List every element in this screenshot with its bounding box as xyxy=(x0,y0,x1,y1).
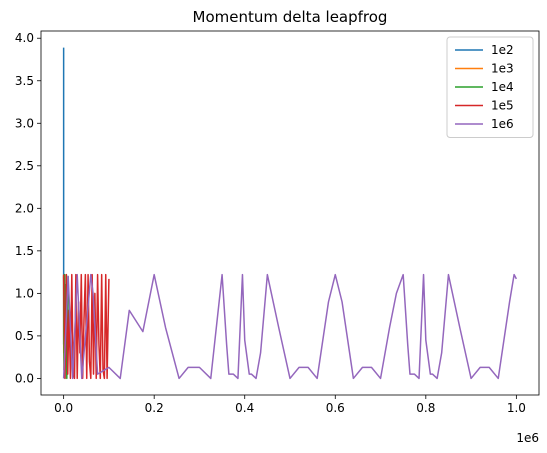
series-line-1e6 xyxy=(62,273,518,380)
x-tick-label: 0.8 xyxy=(416,401,435,415)
x-tick-label: 0.4 xyxy=(235,401,254,415)
legend-label-1e5: 1e5 xyxy=(491,99,514,113)
y-tick-label: 1.0 xyxy=(15,286,34,300)
y-tick-label: 0.5 xyxy=(15,329,34,343)
legend-label-1e6: 1e6 xyxy=(491,117,514,131)
x-tick-label: 0.0 xyxy=(54,401,73,415)
chart-title: Momentum delta leapfrog xyxy=(193,8,388,26)
x-offset-label: 1e6 xyxy=(516,431,539,445)
x-tick-label: 0.6 xyxy=(326,401,345,415)
y-tick-label: 2.0 xyxy=(15,201,34,215)
x-tick-label: 1.0 xyxy=(507,401,526,415)
legend-box xyxy=(446,36,534,138)
legend-label-1e2: 1e2 xyxy=(491,43,514,57)
y-tick-label: 2.5 xyxy=(15,159,34,173)
legend-label-1e4: 1e4 xyxy=(491,80,514,94)
legend-label-1e3: 1e3 xyxy=(491,62,514,76)
series-group xyxy=(62,47,518,380)
x-axis: 0.0 0.2 0.4 0.6 0.8 1.0 xyxy=(54,395,526,415)
y-axis: 0.0 0.5 1.0 1.5 2.0 2.5 3.0 3.5 4.0 xyxy=(15,31,41,385)
y-tick-label: 3.5 xyxy=(15,74,34,88)
legend: 1e2 1e3 1e4 1e5 1e6 xyxy=(446,36,534,138)
plot-frame xyxy=(40,30,540,396)
y-tick-label: 3.0 xyxy=(15,116,34,130)
y-tick-label: 4.0 xyxy=(15,31,34,45)
y-tick-label: 1.5 xyxy=(15,244,34,258)
y-tick-label: 0.0 xyxy=(15,371,34,385)
x-tick-label: 0.2 xyxy=(145,401,164,415)
